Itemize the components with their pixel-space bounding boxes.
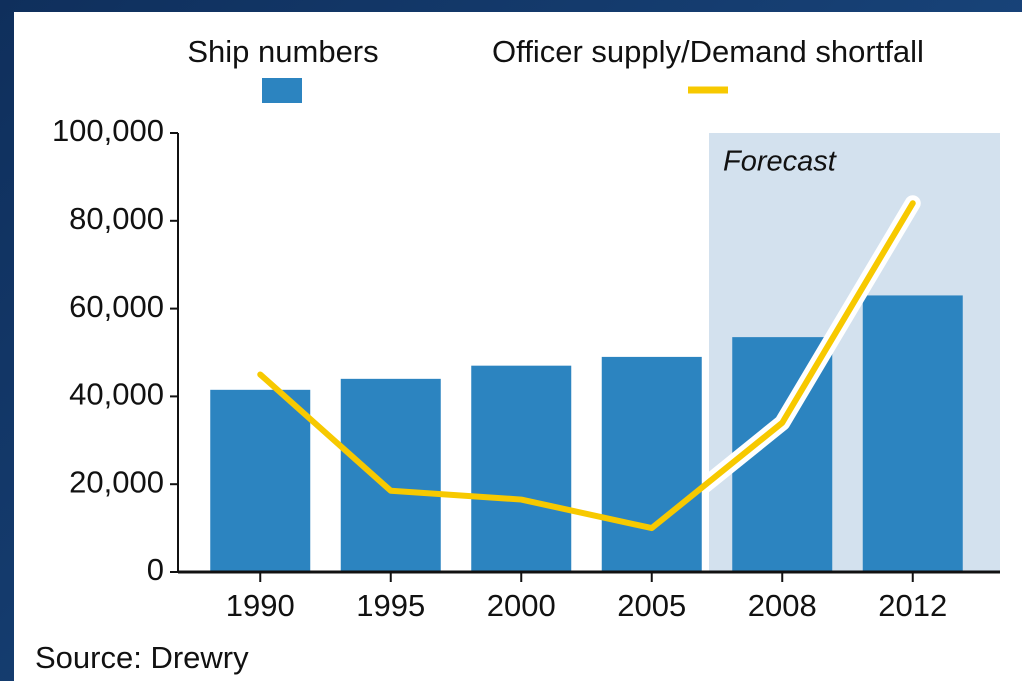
bar xyxy=(210,389,311,572)
line xyxy=(257,200,916,532)
y-tick-label: 0 xyxy=(147,552,164,587)
x-tick-label: 2000 xyxy=(487,588,556,623)
x-tick-label: 1995 xyxy=(356,588,425,623)
bar xyxy=(471,365,572,572)
y-tick-label: 40,000 xyxy=(69,377,164,412)
x-tick-label: 2005 xyxy=(617,588,686,623)
x-tick-label: 1990 xyxy=(226,588,295,623)
y-tick-label: 100,000 xyxy=(52,113,164,148)
x-tick-label: 2012 xyxy=(878,588,947,623)
bar xyxy=(601,356,702,572)
legend-label: Ship numbers xyxy=(187,34,378,69)
y-tick-label: 80,000 xyxy=(69,201,164,236)
legend-swatch xyxy=(262,78,302,103)
source: Source: Drewry xyxy=(35,640,249,675)
legend-label: Officer supply/Demand shortfall xyxy=(492,34,924,69)
y-tick-label: 60,000 xyxy=(69,289,164,324)
forecast-label: Forecast xyxy=(723,146,838,178)
bar xyxy=(862,295,963,572)
bar xyxy=(340,378,441,572)
y-tick-label: 20,000 xyxy=(69,464,164,499)
x-tick-label: 2008 xyxy=(748,588,817,623)
